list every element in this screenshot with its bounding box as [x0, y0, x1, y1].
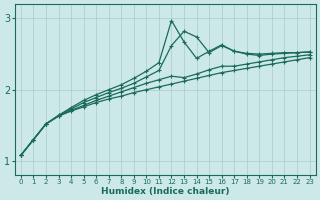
X-axis label: Humidex (Indice chaleur): Humidex (Indice chaleur): [101, 187, 229, 196]
